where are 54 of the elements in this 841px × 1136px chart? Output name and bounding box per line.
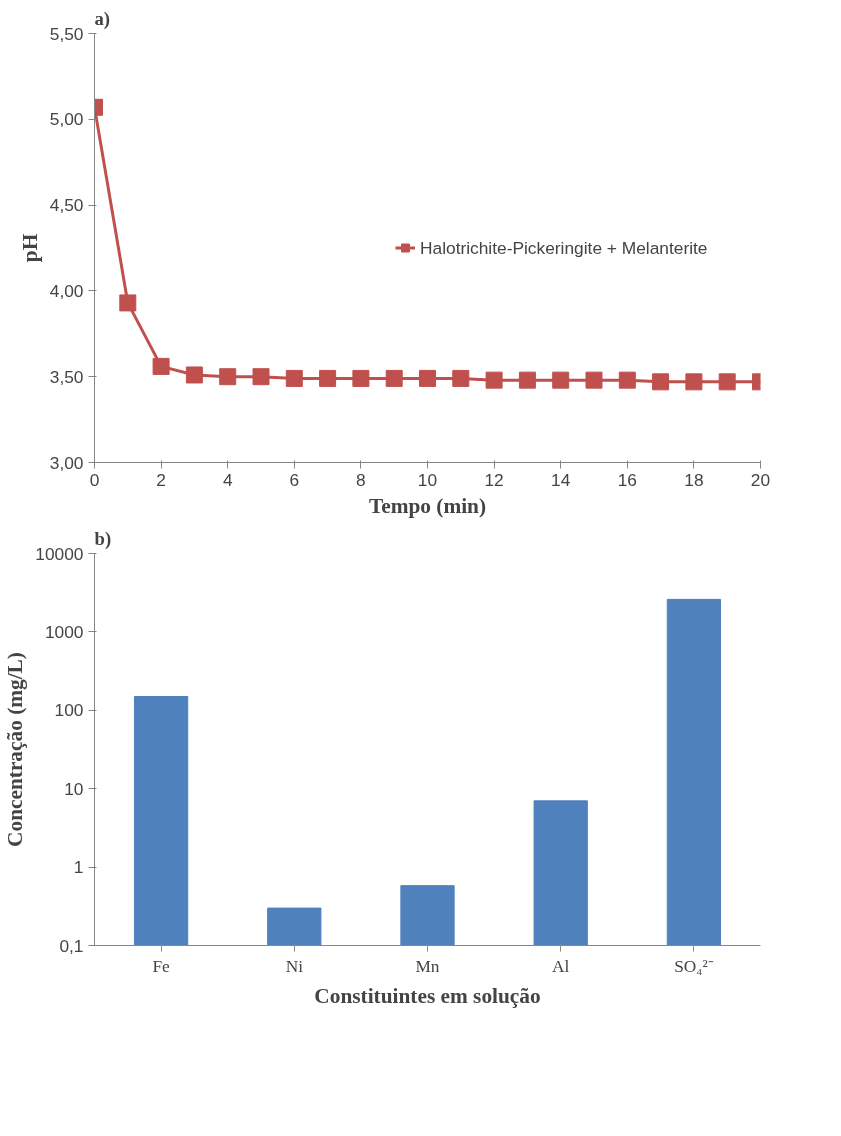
y-tick-label: 10 bbox=[64, 778, 84, 799]
legend-label: Halotrichite-Pickeringite + Melanterite bbox=[420, 237, 709, 258]
y-tick-label: 1 bbox=[73, 857, 84, 878]
x-tick-label: 0 bbox=[89, 469, 100, 490]
y-axis-title: Concentração (mg/L) bbox=[3, 652, 28, 847]
point bbox=[518, 371, 536, 389]
x-axis-title: Constituintes em solução bbox=[314, 983, 541, 1008]
y-tick-label: 3,50 bbox=[49, 366, 84, 387]
x-tick-label: SO₄²⁻ bbox=[674, 956, 714, 976]
x-tick-label: 8 bbox=[356, 469, 366, 490]
y-tick-label: 4,00 bbox=[49, 280, 84, 301]
point bbox=[319, 369, 337, 387]
y-tick-label: 0,1 bbox=[59, 935, 84, 956]
x-tick-label: 2 bbox=[156, 469, 166, 490]
point bbox=[152, 357, 170, 375]
x-tick-label: 12 bbox=[484, 469, 504, 490]
x-tick-label: 14 bbox=[551, 469, 571, 490]
point bbox=[352, 369, 370, 387]
y-axis-title: pH bbox=[17, 233, 42, 263]
x-tick-label: Mn bbox=[415, 956, 440, 976]
point bbox=[585, 371, 603, 389]
chart-title: b) bbox=[94, 527, 112, 550]
x-tick-label: Ni bbox=[285, 956, 304, 976]
x-tick-label: 16 bbox=[617, 469, 637, 490]
point bbox=[718, 373, 736, 391]
point bbox=[119, 294, 137, 312]
point bbox=[285, 369, 303, 387]
point bbox=[685, 373, 703, 391]
point bbox=[419, 369, 436, 387]
point bbox=[185, 366, 203, 384]
y-tick-label: 1000 bbox=[44, 621, 84, 642]
x-tick-label: Fe bbox=[152, 956, 171, 976]
x-tick-label: Al bbox=[552, 956, 570, 976]
y-tick-label: 3,00 bbox=[49, 452, 84, 473]
point bbox=[385, 369, 403, 387]
y-tick-label: 10000 bbox=[35, 543, 84, 564]
y-tick-label: 5,00 bbox=[49, 109, 84, 130]
y-tick-label: 4,50 bbox=[49, 195, 84, 216]
point bbox=[252, 368, 270, 386]
x-tick-label: 10 bbox=[417, 469, 438, 490]
point bbox=[485, 371, 503, 389]
y-tick-label: 5,50 bbox=[49, 23, 84, 44]
point bbox=[652, 373, 670, 391]
chart-title: a) bbox=[94, 7, 111, 30]
point bbox=[219, 368, 237, 386]
y-tick-label: 100 bbox=[54, 700, 84, 721]
x-axis-title: Tempo (min) bbox=[368, 493, 487, 518]
x-tick-label: 18 bbox=[684, 469, 704, 490]
point bbox=[452, 369, 470, 387]
x-tick-label: 20 bbox=[750, 469, 771, 490]
x-tick-label: 6 bbox=[289, 469, 300, 490]
point bbox=[552, 371, 570, 389]
x-tick-label: 4 bbox=[222, 469, 233, 490]
point bbox=[618, 371, 636, 389]
